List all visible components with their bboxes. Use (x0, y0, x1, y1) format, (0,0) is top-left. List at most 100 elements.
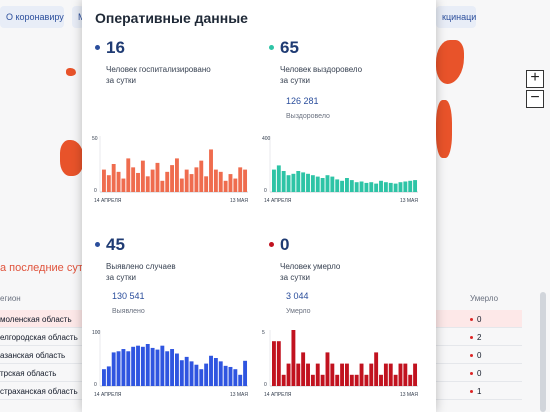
row-died: 0 (470, 315, 481, 324)
section-title: а последние сутки (0, 262, 94, 274)
bar (340, 180, 345, 192)
bar (121, 178, 126, 192)
scrollbar[interactable] (540, 292, 546, 412)
row-region: трская область (0, 369, 57, 378)
map-region[interactable] (436, 40, 464, 84)
bar (281, 374, 286, 386)
bar (296, 363, 301, 386)
bar (393, 183, 398, 192)
bar (345, 363, 349, 386)
died-desc: Человек умерло за сутки (280, 262, 341, 282)
map-region[interactable] (436, 100, 452, 158)
bar (165, 351, 170, 386)
bar (383, 182, 388, 192)
tab-about-covid[interactable]: О коронавирусе ▾ (0, 6, 64, 28)
bar (325, 175, 330, 192)
bar (354, 182, 359, 192)
bar (369, 363, 374, 386)
tab-partial[interactable]: М (72, 6, 84, 28)
bar (398, 182, 403, 192)
bar (276, 165, 281, 192)
panel-title: Оперативные данные (95, 10, 248, 26)
bar (140, 346, 145, 386)
bar (286, 363, 291, 386)
bar (136, 345, 140, 386)
map-region[interactable] (66, 68, 76, 76)
bar (228, 174, 233, 192)
died-value: 0 (280, 235, 290, 254)
row-died: 0 (470, 369, 481, 378)
row-died: 1 (470, 387, 481, 396)
y-min-tick-label: 0 (264, 188, 267, 194)
zoom-in-button[interactable]: + (526, 70, 544, 88)
x-start-label: 14 АПРЕЛЯ (94, 198, 122, 204)
recovered-value: 65 (280, 38, 299, 57)
bar (145, 176, 150, 192)
row-region: страханская область (0, 387, 78, 396)
bar (354, 374, 359, 386)
hospitalized-desc: Человек госпитализировано за сутки (106, 65, 211, 85)
bar (199, 369, 204, 386)
zoom-out-button[interactable]: − (526, 90, 544, 108)
bar (320, 178, 325, 192)
bar-chart-svg: 400 0 14 АПРЕЛЯ 13 МАЯ (262, 136, 418, 204)
bar (388, 363, 393, 386)
bar (306, 363, 310, 386)
recovered-desc: Человек выздоровело за сутки (280, 65, 363, 85)
bar (383, 363, 388, 386)
bar (335, 374, 340, 386)
bar (155, 162, 160, 192)
bullet-icon (470, 390, 473, 394)
bar (379, 180, 383, 192)
bullet-icon (470, 318, 473, 322)
detected-desc: Выявлено случаев за сутки (106, 262, 176, 282)
bar (209, 355, 213, 386)
bar (155, 349, 160, 386)
bar (213, 358, 218, 386)
bar (330, 176, 335, 192)
bar (301, 352, 306, 386)
bar (150, 169, 155, 192)
bar (315, 176, 320, 192)
bar (276, 341, 281, 386)
bar (335, 179, 340, 192)
hospitalized-value: 16 (106, 38, 125, 57)
x-end-label: 13 МАЯ (400, 198, 418, 204)
bar (393, 374, 398, 386)
detected-total: 130 541 (112, 291, 145, 301)
y-min-tick-label: 0 (94, 188, 97, 194)
bullet-icon (470, 354, 473, 358)
bar (126, 158, 131, 192)
bar (233, 178, 238, 192)
bar (364, 182, 369, 192)
bullet-icon (470, 336, 473, 340)
y-min-tick-label: 0 (94, 382, 97, 388)
row-region: моленская область (0, 315, 72, 324)
bar (150, 347, 155, 386)
bar (291, 173, 296, 192)
bar (315, 363, 320, 386)
bar (345, 178, 349, 192)
bar (369, 182, 374, 192)
row-died: 2 (470, 333, 481, 342)
table-header: егион Умерло (0, 294, 550, 308)
detected-total-label: Выявлено (112, 308, 145, 315)
bar (374, 352, 379, 386)
bar (325, 352, 330, 386)
bullet-icon (269, 242, 274, 247)
x-start-label: 14 АПРЕЛЯ (264, 198, 292, 204)
bar (165, 171, 170, 192)
bar (340, 363, 345, 386)
tab-vaccination[interactable]: кцинация ▾ (436, 6, 476, 28)
bar (296, 171, 301, 192)
bar (238, 167, 243, 192)
bar (272, 341, 276, 386)
bar (379, 374, 383, 386)
bar (310, 374, 315, 386)
bar (126, 351, 131, 386)
x-end-label: 13 МАЯ (230, 392, 248, 398)
bar-chart-svg: 100 0 14 АПРЕЛЯ 13 МАЯ (92, 330, 248, 398)
y-min-tick-label: 0 (264, 382, 267, 388)
bar (204, 176, 209, 192)
map-region[interactable] (60, 140, 84, 176)
